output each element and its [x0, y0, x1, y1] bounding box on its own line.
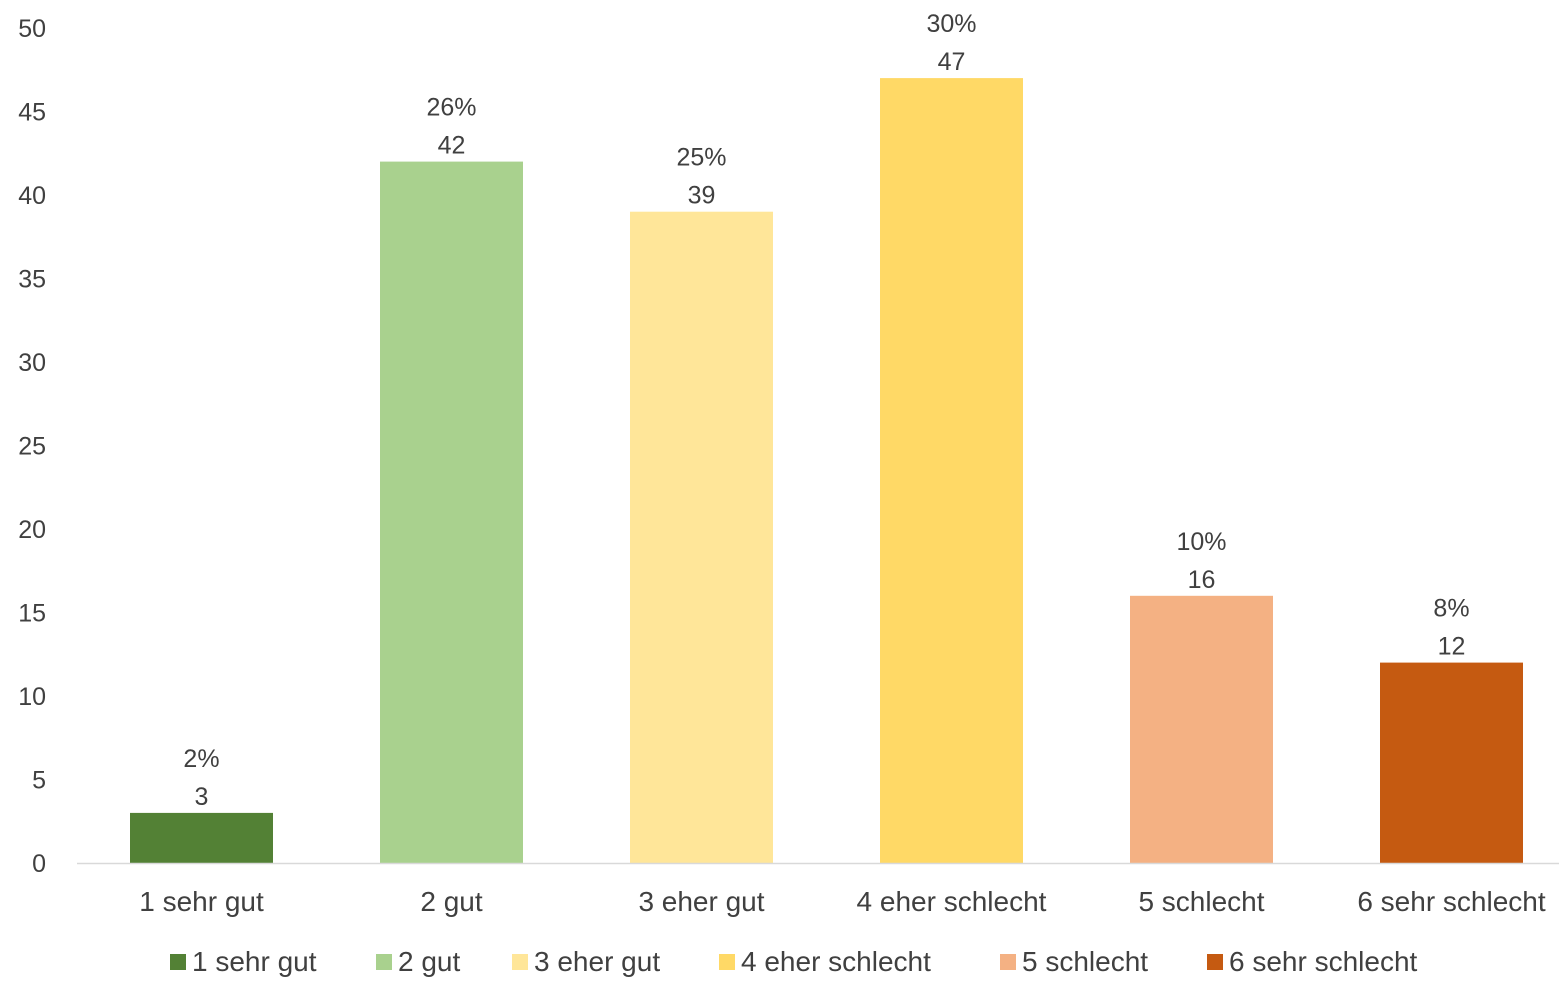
legend-label: 6 sehr schlecht — [1229, 946, 1418, 977]
x-tick-label: 4 eher schlecht — [857, 886, 1047, 917]
y-axis: 0 5 10 15 20 25 30 35 40 45 50 — [18, 15, 46, 878]
y-tick-label: 45 — [18, 99, 46, 127]
bar — [630, 211, 773, 863]
x-tick-label: 5 schlecht — [1138, 886, 1264, 917]
legend-label: 5 schlecht — [1022, 946, 1148, 977]
x-tick-label: 3 eher gut — [638, 886, 764, 917]
y-tick-label: 20 — [18, 516, 46, 544]
y-tick-label: 0 — [32, 850, 46, 878]
legend-item: 1 sehr gut — [170, 946, 317, 977]
y-tick-label: 35 — [18, 266, 46, 294]
legend-label: 4 eher schlecht — [741, 946, 931, 977]
bar-percent-label: 25% — [676, 144, 726, 172]
legend-item: 5 schlecht — [1000, 946, 1148, 977]
y-tick-label: 25 — [18, 433, 46, 461]
bar-value-label: 12 — [1438, 633, 1466, 661]
bar — [880, 78, 1023, 864]
legend: 1 sehr gut 2 gut 3 eher gut 4 eher schlecht… — [170, 946, 1418, 977]
bar-percent-label: 26% — [426, 94, 476, 122]
y-tick-label: 15 — [18, 600, 46, 628]
x-axis: 1 sehr gut 2 gut 3 eher gut 4 eher schlecht… — [139, 886, 1546, 917]
bar — [380, 161, 523, 864]
bar — [1130, 595, 1273, 863]
y-tick-label: 40 — [18, 182, 46, 210]
legend-swatch — [1207, 954, 1223, 970]
bar-percent-label: 8% — [1433, 595, 1469, 623]
bar-percent-label: 30% — [926, 10, 976, 38]
legend-swatch — [719, 954, 735, 970]
legend-label: 3 eher gut — [534, 946, 660, 977]
x-tick-label: 6 sehr schlecht — [1357, 886, 1546, 917]
legend-swatch — [170, 954, 186, 970]
bar-value-label: 47 — [938, 48, 966, 76]
y-tick-label: 30 — [18, 349, 46, 377]
y-tick-label: 5 — [32, 767, 46, 795]
bar — [130, 812, 273, 863]
legend-swatch — [376, 954, 392, 970]
bar-percent-label: 2% — [183, 745, 219, 773]
bar-value-label: 16 — [1188, 566, 1216, 594]
legend-item: 2 gut — [376, 946, 460, 977]
legend-item: 4 eher schlecht — [719, 946, 931, 977]
y-tick-label: 10 — [18, 683, 46, 711]
data-labels-group: 2% 3 26% 42 25% 39 30% 47 10% 16 8% 12 — [183, 10, 1469, 811]
x-tick-label: 2 gut — [420, 886, 482, 917]
legend-swatch — [1000, 954, 1016, 970]
x-tick-label: 1 sehr gut — [139, 886, 264, 917]
y-tick-label: 50 — [18, 15, 46, 43]
legend-label: 2 gut — [398, 946, 460, 977]
legend-item: 6 sehr schlecht — [1207, 946, 1418, 977]
legend-label: 1 sehr gut — [192, 946, 317, 977]
bar-percent-label: 10% — [1176, 528, 1226, 556]
legend-swatch — [512, 954, 528, 970]
bar-value-label: 42 — [438, 132, 466, 160]
legend-item: 3 eher gut — [512, 946, 660, 977]
bar — [1380, 662, 1523, 863]
bars-group — [130, 78, 1523, 864]
bar-value-label: 3 — [195, 783, 209, 811]
bar-value-label: 39 — [688, 182, 716, 210]
